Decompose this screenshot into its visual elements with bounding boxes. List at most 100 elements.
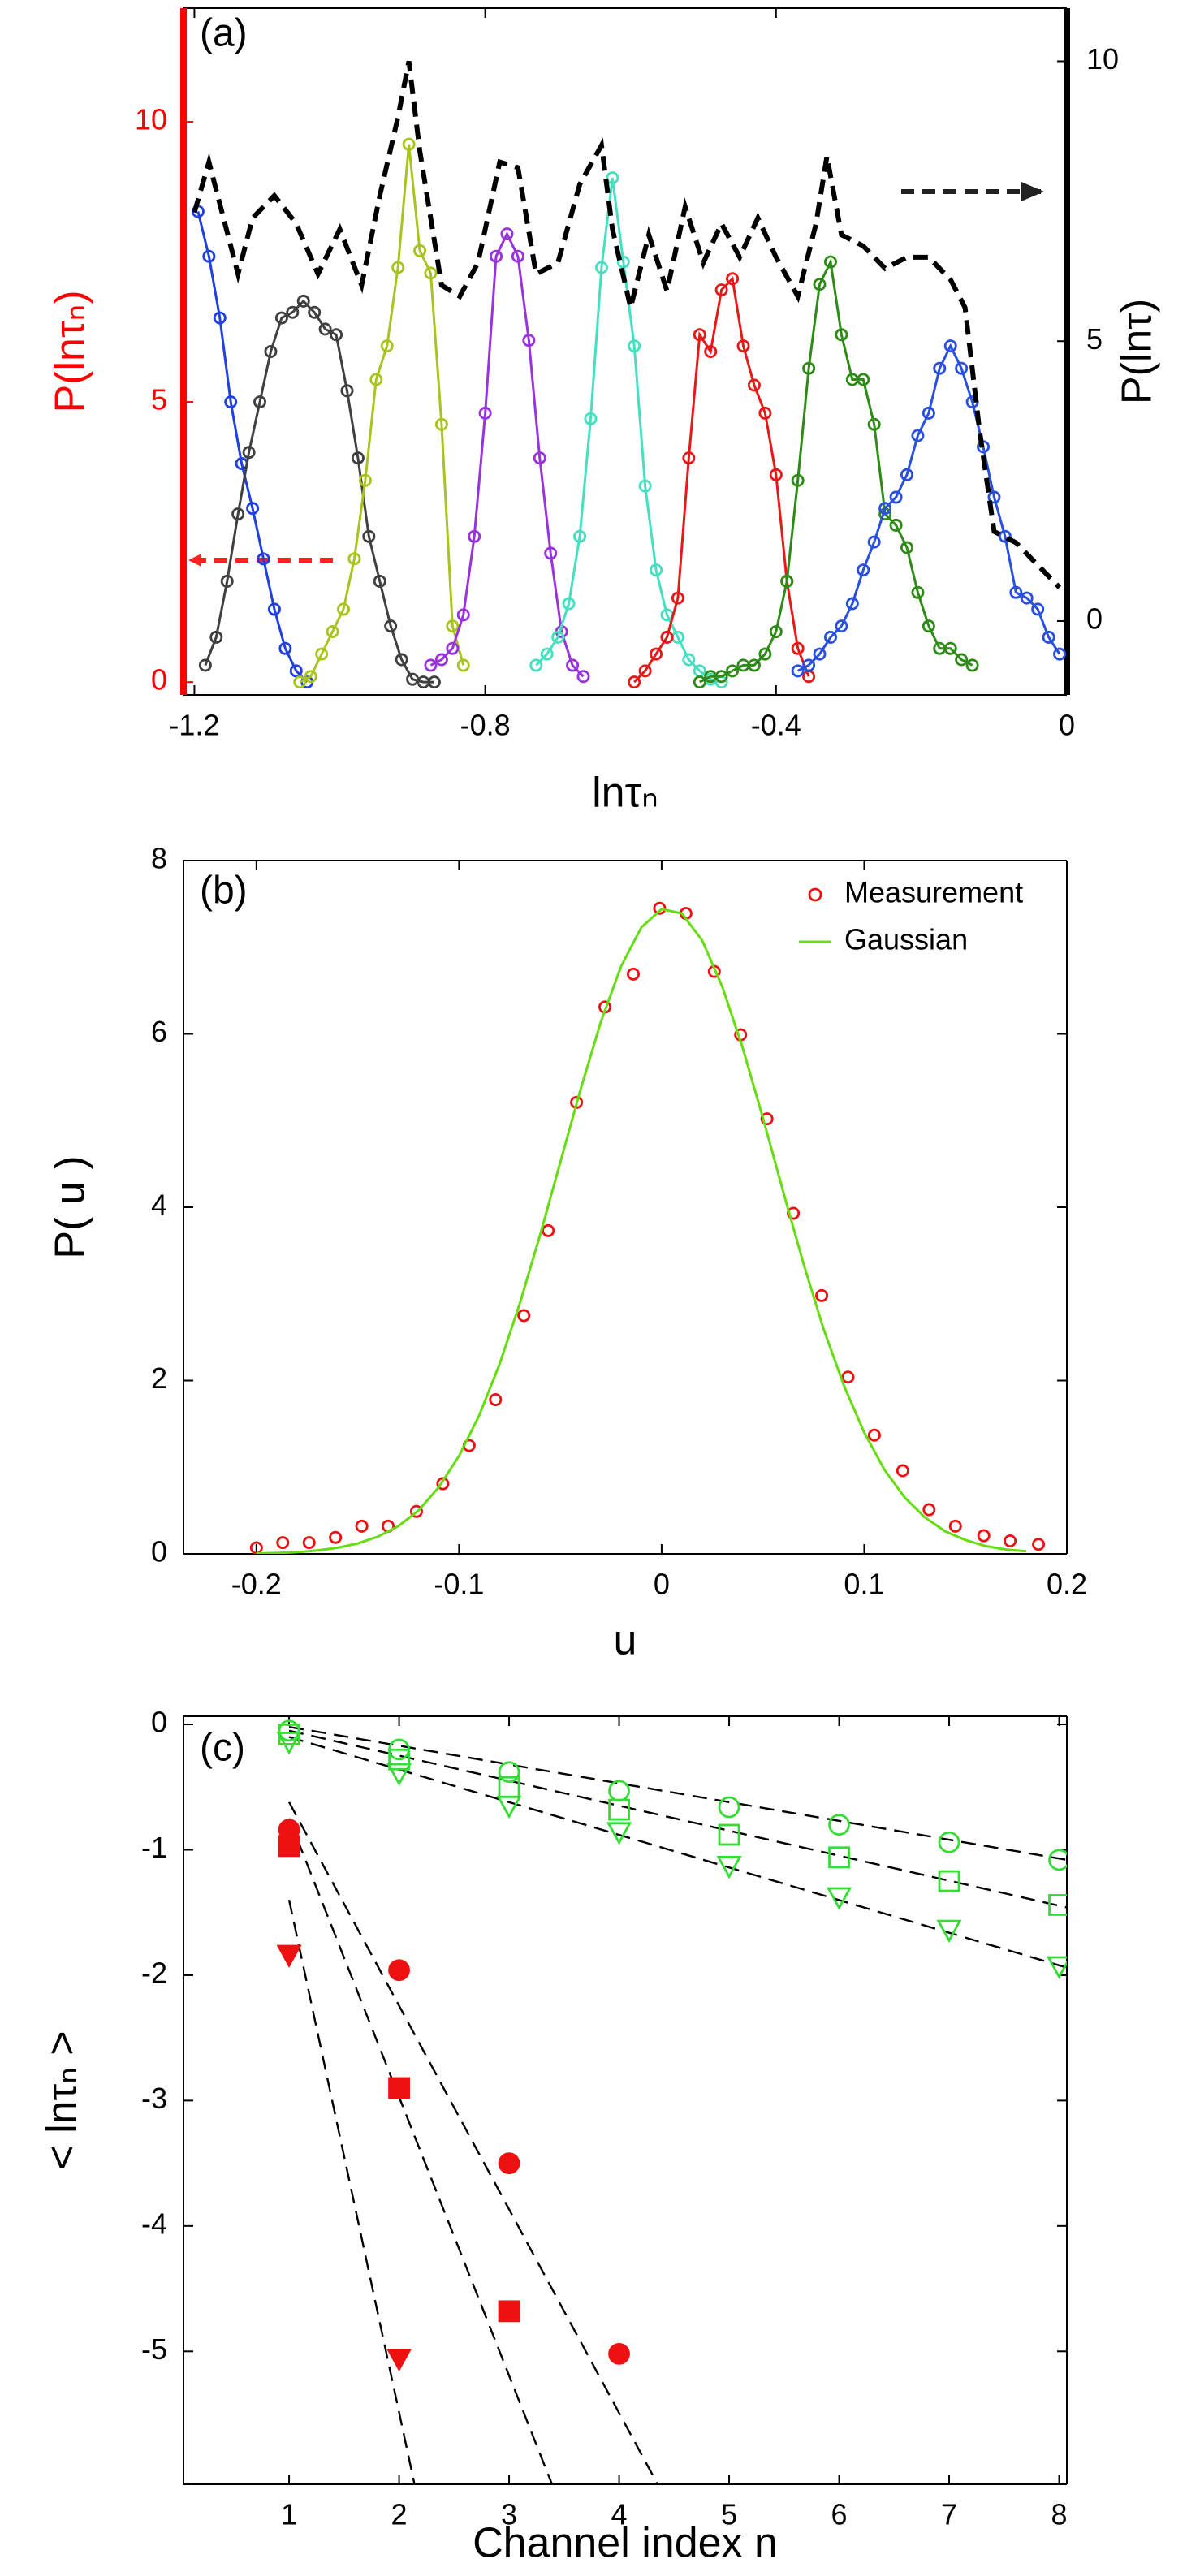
marker xyxy=(573,529,587,543)
marker xyxy=(384,619,398,633)
marker xyxy=(478,406,492,420)
marker xyxy=(1009,585,1023,599)
marker xyxy=(955,361,969,375)
marker xyxy=(791,473,805,487)
x-tick-label: 4 xyxy=(611,2498,628,2531)
marker xyxy=(758,647,772,661)
marker xyxy=(276,1536,290,1550)
marker xyxy=(1048,1894,1067,1916)
marker xyxy=(213,311,227,325)
series-line xyxy=(796,343,1061,672)
marker xyxy=(289,664,303,678)
marker xyxy=(867,1428,881,1442)
marker xyxy=(246,502,260,516)
y-tick-label: -3 xyxy=(141,2082,167,2115)
marker xyxy=(815,1288,829,1302)
marker xyxy=(351,451,365,465)
marker xyxy=(671,591,684,605)
marker xyxy=(791,664,805,678)
marker xyxy=(608,1798,630,1821)
marker xyxy=(355,1519,369,1533)
marker xyxy=(315,647,329,661)
marker xyxy=(693,675,706,689)
x-tick-label: -1.2 xyxy=(169,709,219,742)
x-tick-label: 3 xyxy=(501,2498,517,2531)
marker xyxy=(802,658,816,672)
marker xyxy=(823,630,837,644)
marker xyxy=(650,563,663,577)
marker xyxy=(943,339,957,353)
marker xyxy=(388,1748,410,1771)
marker xyxy=(878,502,892,516)
marker xyxy=(369,373,383,386)
marker xyxy=(566,658,580,672)
marker xyxy=(736,339,750,353)
marker xyxy=(434,417,448,431)
marker xyxy=(787,1206,801,1220)
marker xyxy=(490,249,503,263)
plot-area xyxy=(249,901,1046,1554)
x-tick-label: 6 xyxy=(831,2498,848,2531)
marker xyxy=(326,625,339,639)
y-tick-label: -2 xyxy=(141,1956,167,1989)
marker xyxy=(500,227,514,241)
marker xyxy=(402,137,416,151)
y2-axis-label: P(lnτ) xyxy=(1114,299,1161,404)
marker xyxy=(427,675,441,689)
marker xyxy=(386,1763,412,1787)
marker xyxy=(202,249,216,263)
marker xyxy=(293,675,307,689)
marker xyxy=(780,574,794,588)
marker xyxy=(922,1503,936,1517)
marker xyxy=(841,1370,855,1384)
marker xyxy=(867,535,881,549)
marker xyxy=(373,574,386,588)
marker xyxy=(826,1887,852,1910)
marker xyxy=(209,630,223,644)
marker xyxy=(391,261,405,274)
marker xyxy=(308,305,322,319)
series-line xyxy=(299,144,465,684)
marker xyxy=(760,1112,774,1126)
plot-area xyxy=(191,60,1067,689)
x-tick-label: -0.2 xyxy=(231,1568,282,1601)
marker xyxy=(498,2152,520,2175)
marker xyxy=(922,619,935,633)
fit-line xyxy=(287,1818,554,2484)
legend-label: Gaussian xyxy=(844,923,968,956)
marker xyxy=(278,1835,300,1858)
y-tick-label: 0 xyxy=(151,663,167,697)
marker xyxy=(889,518,903,532)
marker xyxy=(606,1822,632,1845)
marker xyxy=(540,647,554,661)
marker xyxy=(424,266,438,280)
marker xyxy=(347,552,361,566)
x-tick-label: 2 xyxy=(391,2498,408,2531)
marker xyxy=(1053,647,1067,661)
marker xyxy=(267,602,281,616)
x-tick-label: 0.1 xyxy=(844,1568,884,1601)
marker xyxy=(517,1309,531,1323)
marker xyxy=(456,608,470,622)
marker xyxy=(278,641,292,655)
marker xyxy=(224,395,238,409)
marker xyxy=(496,1795,522,1819)
marker xyxy=(628,339,641,353)
marker xyxy=(576,670,590,684)
marker xyxy=(791,641,805,655)
marker xyxy=(889,490,903,504)
marker xyxy=(900,468,913,481)
x-axis-label: lnτₙ xyxy=(592,770,658,817)
marker xyxy=(489,1392,503,1406)
marker xyxy=(802,361,816,375)
x-axis-label: u xyxy=(614,1617,637,1664)
y-axis-label: < lnτₙ > xyxy=(39,2030,86,2169)
marker xyxy=(436,1477,450,1491)
y2-tick-label: 5 xyxy=(1086,322,1103,356)
marker xyxy=(296,294,310,308)
fit-line xyxy=(288,1801,659,2484)
marker xyxy=(896,1464,909,1478)
marker xyxy=(718,1796,740,1819)
marker xyxy=(638,479,652,493)
